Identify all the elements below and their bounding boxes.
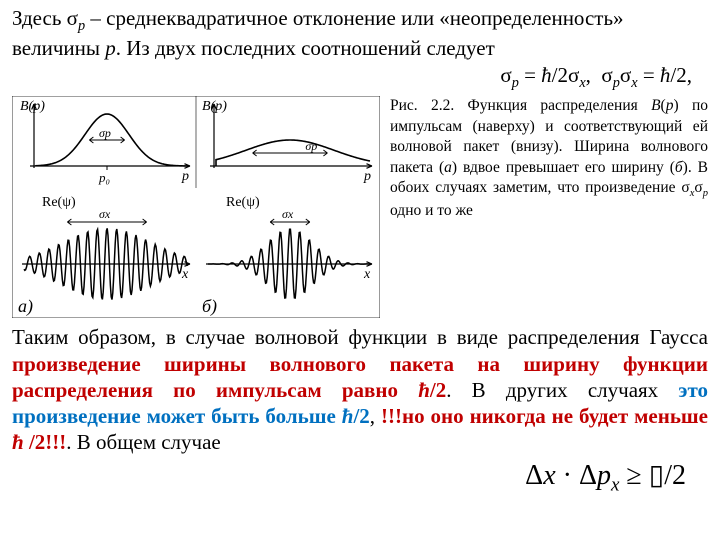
final-inequality: Δx · Δpx ≥ ▯/2 xyxy=(12,458,708,497)
intro-text-1: Здесь σ xyxy=(12,6,78,30)
svg-text:Re(ψ): Re(ψ) xyxy=(42,195,76,210)
svg-text:σp: σp xyxy=(305,139,317,153)
svg-text:x: x xyxy=(181,267,189,282)
svg-text:p: p xyxy=(363,169,371,184)
svg-text:Re(ψ): Re(ψ) xyxy=(226,195,260,210)
svg-text:B(p): B(p) xyxy=(202,99,227,114)
main-paragraph: Таким образом, в случае волновой функции… xyxy=(12,324,708,455)
equation-line-1: σp = ħ/2σx, σpσx = ħ/2, xyxy=(12,63,708,92)
svg-text:а): а) xyxy=(18,296,33,317)
figure-caption: Рис. 2.2. Функция распределения B(p) по … xyxy=(380,96,708,221)
page: Здесь σp – среднеквадратичное отклонение… xyxy=(0,0,720,496)
svg-text:p₀: p₀ xyxy=(98,170,110,185)
intro-text-3: . Из двух последних соотношений следует xyxy=(116,36,495,60)
svg-text:б): б) xyxy=(202,296,217,317)
intro-paragraph: Здесь σp – среднеквадратичное отклонение… xyxy=(12,6,708,61)
svg-text:σx: σx xyxy=(282,207,294,221)
figure-2-2: B(p) p σp p₀ B(p) p σp x Re(ψ) σx x Re(ψ) σx а) б) xyxy=(12,96,380,318)
intro-p-italic: p xyxy=(105,36,116,60)
svg-text:p: p xyxy=(181,169,189,184)
svg-text:B(p): B(p) xyxy=(20,99,45,114)
figure-row: B(p) p σp p₀ B(p) p σp x Re(ψ) σx x Re(ψ) σx а) б) Рис… xyxy=(12,96,708,318)
svg-text:x: x xyxy=(363,267,371,282)
svg-text:σp: σp xyxy=(99,126,111,140)
svg-text:σx: σx xyxy=(99,207,111,221)
